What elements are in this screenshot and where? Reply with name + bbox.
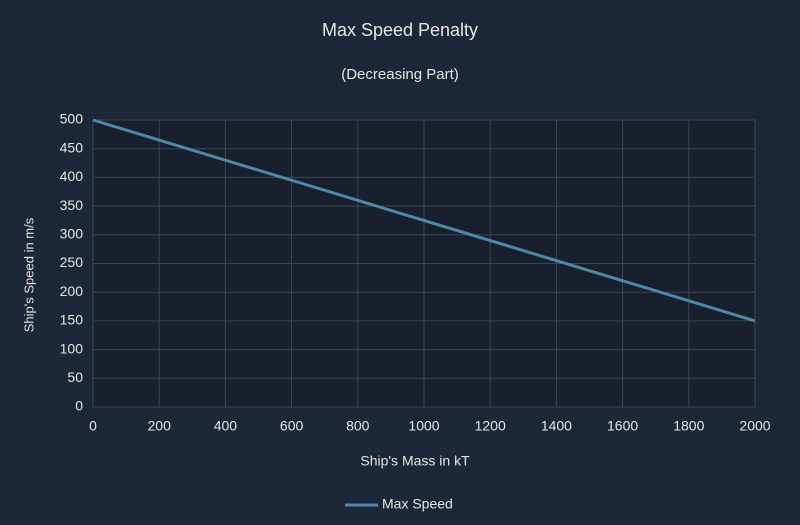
- y-tick-label: 300: [60, 226, 84, 242]
- chart-title: Max Speed Penalty: [322, 20, 478, 40]
- y-tick-label: 400: [60, 168, 84, 184]
- x-tick-label: 800: [346, 418, 370, 434]
- y-tick-label: 100: [60, 340, 84, 356]
- y-tick-label: 0: [75, 398, 83, 414]
- chart-subtitle: (Decreasing Part): [341, 66, 459, 83]
- x-tick-label: 200: [148, 418, 172, 434]
- y-tick-label: 150: [60, 312, 84, 328]
- legend-label: Max Speed: [382, 496, 453, 512]
- x-axis-label: Ship's Mass in kT: [360, 453, 470, 469]
- x-tick-label: 1000: [408, 418, 439, 434]
- x-tick-label: 1600: [607, 418, 638, 434]
- x-tick-label: 400: [214, 418, 238, 434]
- y-tick-label: 250: [60, 254, 84, 270]
- y-axis-label: Ship's Speed in m/s: [21, 217, 36, 332]
- y-tick-label: 50: [67, 369, 83, 385]
- data-line: [92, 118, 756, 323]
- y-tick-label: 350: [60, 197, 84, 213]
- x-tick-label: 1400: [541, 418, 572, 434]
- x-tick-label: 0: [89, 418, 97, 434]
- x-tick-label: 2000: [739, 418, 770, 434]
- x-tick-label: 1200: [475, 418, 506, 434]
- y-tick-label: 450: [60, 139, 84, 155]
- y-tick-label: 500: [60, 111, 84, 127]
- x-tick-label: 1800: [673, 418, 704, 434]
- x-tick-label: 600: [280, 418, 304, 434]
- y-tick-label: 200: [60, 283, 84, 299]
